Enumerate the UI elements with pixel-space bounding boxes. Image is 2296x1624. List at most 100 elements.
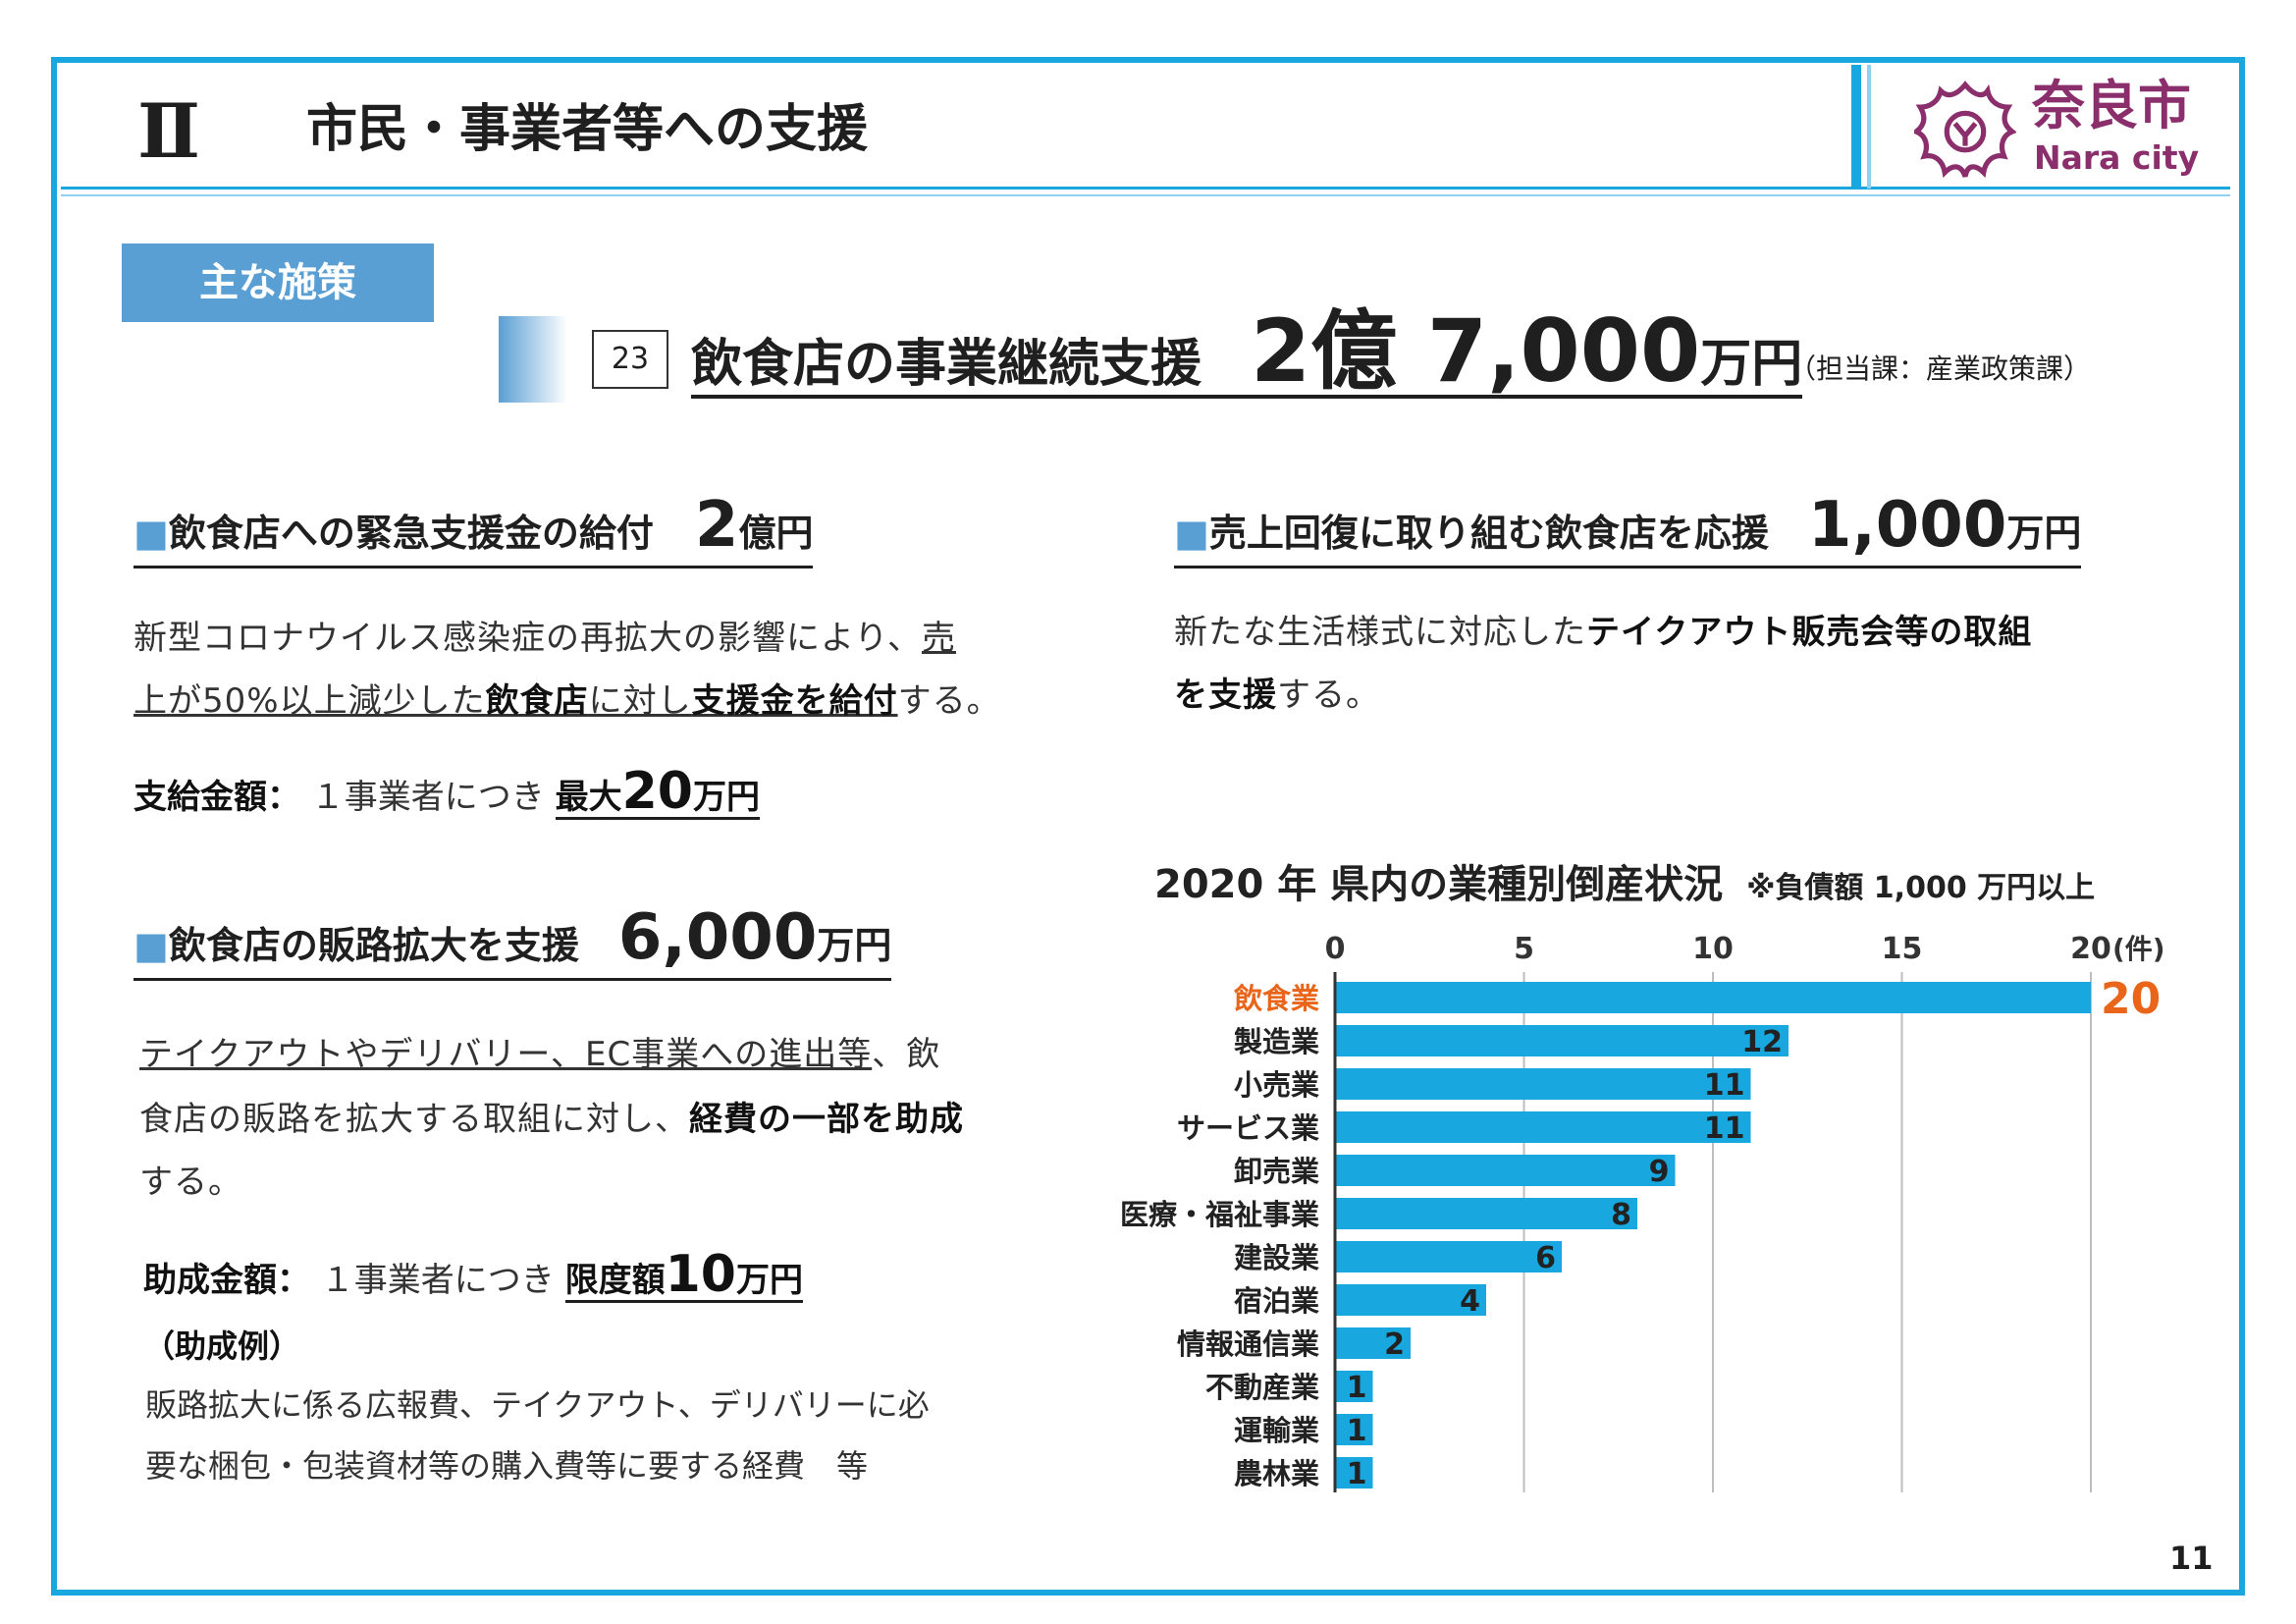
chart-bar [1335, 1414, 1373, 1445]
chart-category-label: 宿泊業 [1234, 1284, 1319, 1318]
sec3-desc-line2: を支援する。 [1174, 664, 1380, 727]
sec2-example-line2: 要な梱包・包装資材等の購入費等に要する経費 等 [145, 1447, 869, 1485]
sec2-example-label: （助成例） [143, 1327, 301, 1365]
chart-category-label: 卸売業 [1234, 1155, 1319, 1188]
sec2-pay-big: 10 [665, 1245, 736, 1304]
chart-category-label: サービス業 [1177, 1111, 1319, 1145]
chart-bar [1335, 1155, 1676, 1186]
chart-bar [1335, 1025, 1789, 1056]
chart-note: ※負債額 1,000 万円以上 [1746, 871, 2096, 905]
chart-category-label: 製造業 [1234, 1025, 1319, 1058]
sec3-amount-unit: 万円 [2006, 512, 2082, 555]
sec1-marker: ■ [133, 512, 169, 555]
chart-tick-label: 15 [1882, 932, 1923, 966]
sec1-payment: 支給金額： １事業者につき 最大20万円 [133, 762, 760, 827]
measure-amount-unit: 万円 [1700, 335, 1803, 394]
sec1-pay-prefix: 最大 [555, 778, 622, 817]
sec1-heading: ■飲食店への緊急支援金の給付 2億円 [133, 493, 814, 568]
chart-tick-label: 5 [1514, 932, 1534, 966]
measure-title-text: 飲食店の事業継続支援 [691, 335, 1202, 394]
sec1-pay-big: 20 [621, 762, 693, 821]
chart-value-label: 9 [1649, 1155, 1670, 1189]
chart-value-label: 12 [1741, 1025, 1783, 1059]
chart-category-label: 農林業 [1234, 1457, 1319, 1490]
title-gradient-bar [499, 316, 567, 403]
sec1-line2-bold-a: 飲食店 [485, 681, 589, 721]
sec2-desc-line2: 食店の販路を拡大する取組に対し、経費の一部を助成 [139, 1088, 964, 1151]
sec2-desc-line3: する。 [139, 1163, 242, 1202]
chart-bar [1335, 1327, 1411, 1359]
nara-city-emblem-icon [1914, 81, 2016, 179]
sec2-pay-prefix: 限度額 [564, 1261, 666, 1300]
sec2-amount-unit: 万円 [817, 924, 892, 967]
chart-value-label: 4 [1460, 1284, 1480, 1319]
sec3-marker: ■ [1174, 512, 1209, 555]
sec3-line1-bold: テイクアウト販売会等の取組 [1586, 613, 2033, 652]
section-title: 市民・事業者等への支援 [306, 100, 869, 159]
chart-value-label: 1 [1347, 1457, 1367, 1491]
sec2-line2-bold: 経費の一部を助成 [689, 1100, 964, 1139]
sec1-desc-line2: 上が50%以上減少した飲食店に対し支援金を給付する。 [133, 670, 1001, 732]
sec3-line2-tail: する。 [1277, 676, 1380, 715]
chart-bar [1335, 1068, 1751, 1100]
main-measures-tag: 主な施策 [122, 244, 434, 322]
sec1-pay-label: 支給金額： [133, 778, 300, 817]
sec2-line2-text: 食店の販路を拡大する取組に対し、 [139, 1100, 689, 1139]
sec2-line1-underline: テイクアウトやデリバリー、EC事業への進出等 [139, 1035, 873, 1074]
sec3-desc-line1: 新たな生活様式に対応したテイクアウト販売会等の取組 [1174, 601, 2032, 664]
sec2-amount: 6,000 [617, 901, 818, 974]
sec1-line2-bold-b: 支援金を給付 [691, 681, 898, 721]
sec1-desc-line1: 新型コロナウイルス感染症の再拡大の影響により、売 [133, 607, 956, 670]
sec3-line2-bold: を支援 [1174, 676, 1277, 715]
sec1-pay-unit: 万円 [693, 778, 760, 817]
header-divider-light [61, 194, 2230, 196]
page-frame [51, 57, 2245, 1596]
chart-category-label: 飲食業 [1234, 982, 1319, 1015]
department-label: （担当課：産業政策課） [1789, 352, 2092, 385]
chart-title-text: 2020 年 県内の業種別倒産状況 [1154, 862, 1724, 907]
sec1-line1-text: 新型コロナウイルス感染症の再拡大の影響により、 [133, 619, 922, 658]
logo-text-en: Nara city [2034, 138, 2200, 177]
sec1-line2-underline-a: 上が50%以上減少した [133, 681, 486, 721]
chart-tick-label: 0 [1325, 932, 1346, 966]
sec1-amount: 2 [694, 489, 739, 562]
sec2-pay-label: 助成金額： [143, 1261, 310, 1300]
chart-value-label: 2 [1384, 1327, 1405, 1362]
sec2-pay-amount: 限度額10万円 [564, 1245, 803, 1304]
measure-title: 飲食店の事業継続支援 2億 7,000万円 [691, 304, 1803, 399]
chart-value-label: 11 [1704, 1068, 1745, 1103]
logo-separator-light [1867, 65, 1871, 189]
header-divider [61, 187, 2230, 189]
chart-bar [1335, 1284, 1486, 1316]
chart-value-label: 20 [2101, 974, 2161, 1024]
chart-bar [1335, 1371, 1373, 1402]
chart-category-label: 運輸業 [1234, 1414, 1319, 1447]
chart-category-label: 建設業 [1234, 1241, 1319, 1274]
measure-amount: 2億 7,000 [1251, 300, 1701, 402]
sec3-amount: 1,000 [1807, 489, 2007, 562]
chart-bar [1335, 1241, 1562, 1272]
sec2-desc-line1: テイクアウトやデリバリー、EC事業への進出等、飲 [139, 1023, 940, 1086]
logo-separator [1851, 65, 1861, 189]
sec3-heading: ■売上回復に取り組む飲食店を応援 1,000万円 [1174, 493, 2082, 568]
sec1-amount-unit: 億円 [738, 512, 814, 555]
sec3-title: 売上回復に取り組む飲食店を応援 [1208, 512, 1769, 555]
sec2-line1-tail: 、飲 [872, 1035, 941, 1074]
section-number: Ⅱ [137, 87, 201, 175]
chart-bar [1335, 1198, 1637, 1229]
sec1-line2-tail: する。 [897, 681, 1001, 721]
sec1-pay-amount: 最大20万円 [555, 762, 760, 821]
chart-category-label: 小売業 [1234, 1068, 1319, 1102]
sec3-line1-text: 新たな生活様式に対応した [1174, 613, 1586, 652]
sec2-title: 飲食店の販路拡大を支援 [168, 924, 579, 967]
chart-tick-label: 10 [1692, 932, 1734, 966]
chart-value-label: 11 [1704, 1111, 1745, 1146]
chart-bar [1335, 1457, 1373, 1489]
chart-bar [1335, 982, 2091, 1013]
chart-category-label: 不動産業 [1205, 1371, 1319, 1404]
sec1-pay-text: １事業者につき [310, 778, 545, 817]
sec2-pay-unit: 万円 [736, 1261, 803, 1300]
sec1-line2-underline-b: に対し [588, 681, 692, 721]
page-number: 11 [2169, 1540, 2214, 1577]
